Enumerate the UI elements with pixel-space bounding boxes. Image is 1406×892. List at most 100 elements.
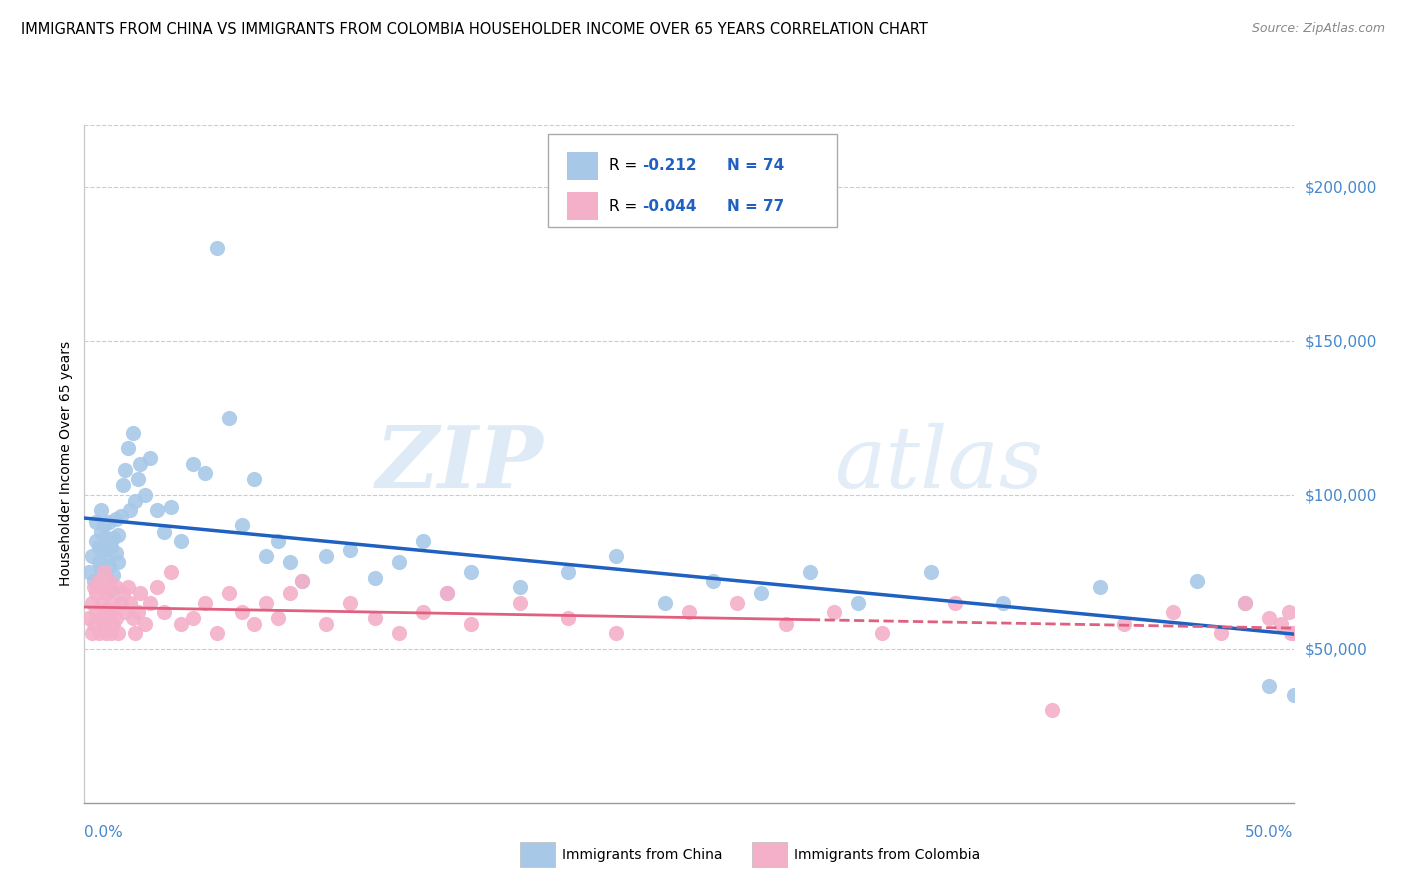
Point <box>121 611 143 625</box>
Point <box>127 605 149 619</box>
Point <box>112 586 135 600</box>
Point <box>1282 626 1305 640</box>
Point <box>388 556 411 570</box>
Point <box>1258 611 1281 625</box>
Point <box>412 605 434 619</box>
Text: atlas: atlas <box>834 423 1043 505</box>
Point <box>97 537 120 551</box>
Point <box>436 586 458 600</box>
Point <box>181 457 204 471</box>
Point <box>93 543 115 558</box>
Point <box>509 580 531 594</box>
Point <box>1185 574 1208 588</box>
Point <box>194 466 217 480</box>
Point <box>291 574 314 588</box>
Point <box>678 605 700 619</box>
Text: N = 74: N = 74 <box>727 159 785 173</box>
Text: -0.044: -0.044 <box>643 199 697 213</box>
Point <box>80 626 103 640</box>
Point <box>170 617 193 632</box>
Point <box>920 565 942 579</box>
Point <box>412 533 434 548</box>
Point <box>605 549 627 564</box>
Point <box>87 626 110 640</box>
Point <box>799 565 821 579</box>
Point <box>1040 703 1063 717</box>
Point <box>146 580 169 594</box>
Point <box>557 611 579 625</box>
Point <box>110 595 132 609</box>
Point <box>315 549 337 564</box>
Point <box>120 595 142 609</box>
Point <box>242 472 264 486</box>
Point <box>104 546 127 560</box>
Point <box>100 583 122 598</box>
Point <box>231 605 253 619</box>
Point <box>129 586 152 600</box>
Point <box>114 605 136 619</box>
Point <box>93 580 115 594</box>
Point <box>1209 626 1232 640</box>
Point <box>1161 605 1184 619</box>
Point <box>153 605 176 619</box>
Point <box>86 605 108 619</box>
Point <box>93 518 115 533</box>
Point <box>87 556 110 570</box>
Point <box>129 457 152 471</box>
Point <box>138 450 160 465</box>
Point <box>117 580 139 594</box>
Point <box>1278 605 1301 619</box>
Point <box>93 580 115 594</box>
Point <box>460 565 482 579</box>
Point <box>181 611 204 625</box>
Point <box>94 552 117 566</box>
Point <box>1258 679 1281 693</box>
Point <box>110 509 132 524</box>
Point <box>242 617 264 632</box>
Point <box>160 565 183 579</box>
Point <box>97 558 120 573</box>
Point <box>124 626 146 640</box>
Point <box>94 531 117 545</box>
Point <box>846 595 869 609</box>
Point <box>107 527 129 541</box>
Point <box>278 586 301 600</box>
Point <box>1088 580 1111 594</box>
Point <box>87 574 110 588</box>
Point <box>97 611 120 625</box>
Point <box>254 595 277 609</box>
Point <box>97 516 120 530</box>
Point <box>100 540 122 554</box>
Point <box>103 595 125 609</box>
Point <box>872 626 894 640</box>
Point <box>339 543 361 558</box>
Point <box>77 611 100 625</box>
Point <box>86 516 108 530</box>
Point <box>107 556 129 570</box>
Point <box>146 503 169 517</box>
Point <box>90 503 112 517</box>
Point <box>725 595 748 609</box>
Point <box>127 472 149 486</box>
Point <box>751 586 773 600</box>
Point <box>605 626 627 640</box>
Point <box>114 463 136 477</box>
Point <box>112 478 135 492</box>
Point <box>104 512 127 526</box>
Point <box>121 425 143 440</box>
Point <box>90 611 112 625</box>
Point <box>83 580 105 594</box>
Point <box>254 549 277 564</box>
Point <box>823 605 845 619</box>
Point <box>90 524 112 539</box>
Text: R =: R = <box>609 199 647 213</box>
Point <box>170 533 193 548</box>
Point <box>77 565 100 579</box>
Point <box>267 611 290 625</box>
Point <box>363 571 385 585</box>
Point <box>117 442 139 456</box>
Point <box>94 571 117 585</box>
Point <box>83 617 105 632</box>
Point <box>153 524 176 539</box>
Point <box>80 595 103 609</box>
